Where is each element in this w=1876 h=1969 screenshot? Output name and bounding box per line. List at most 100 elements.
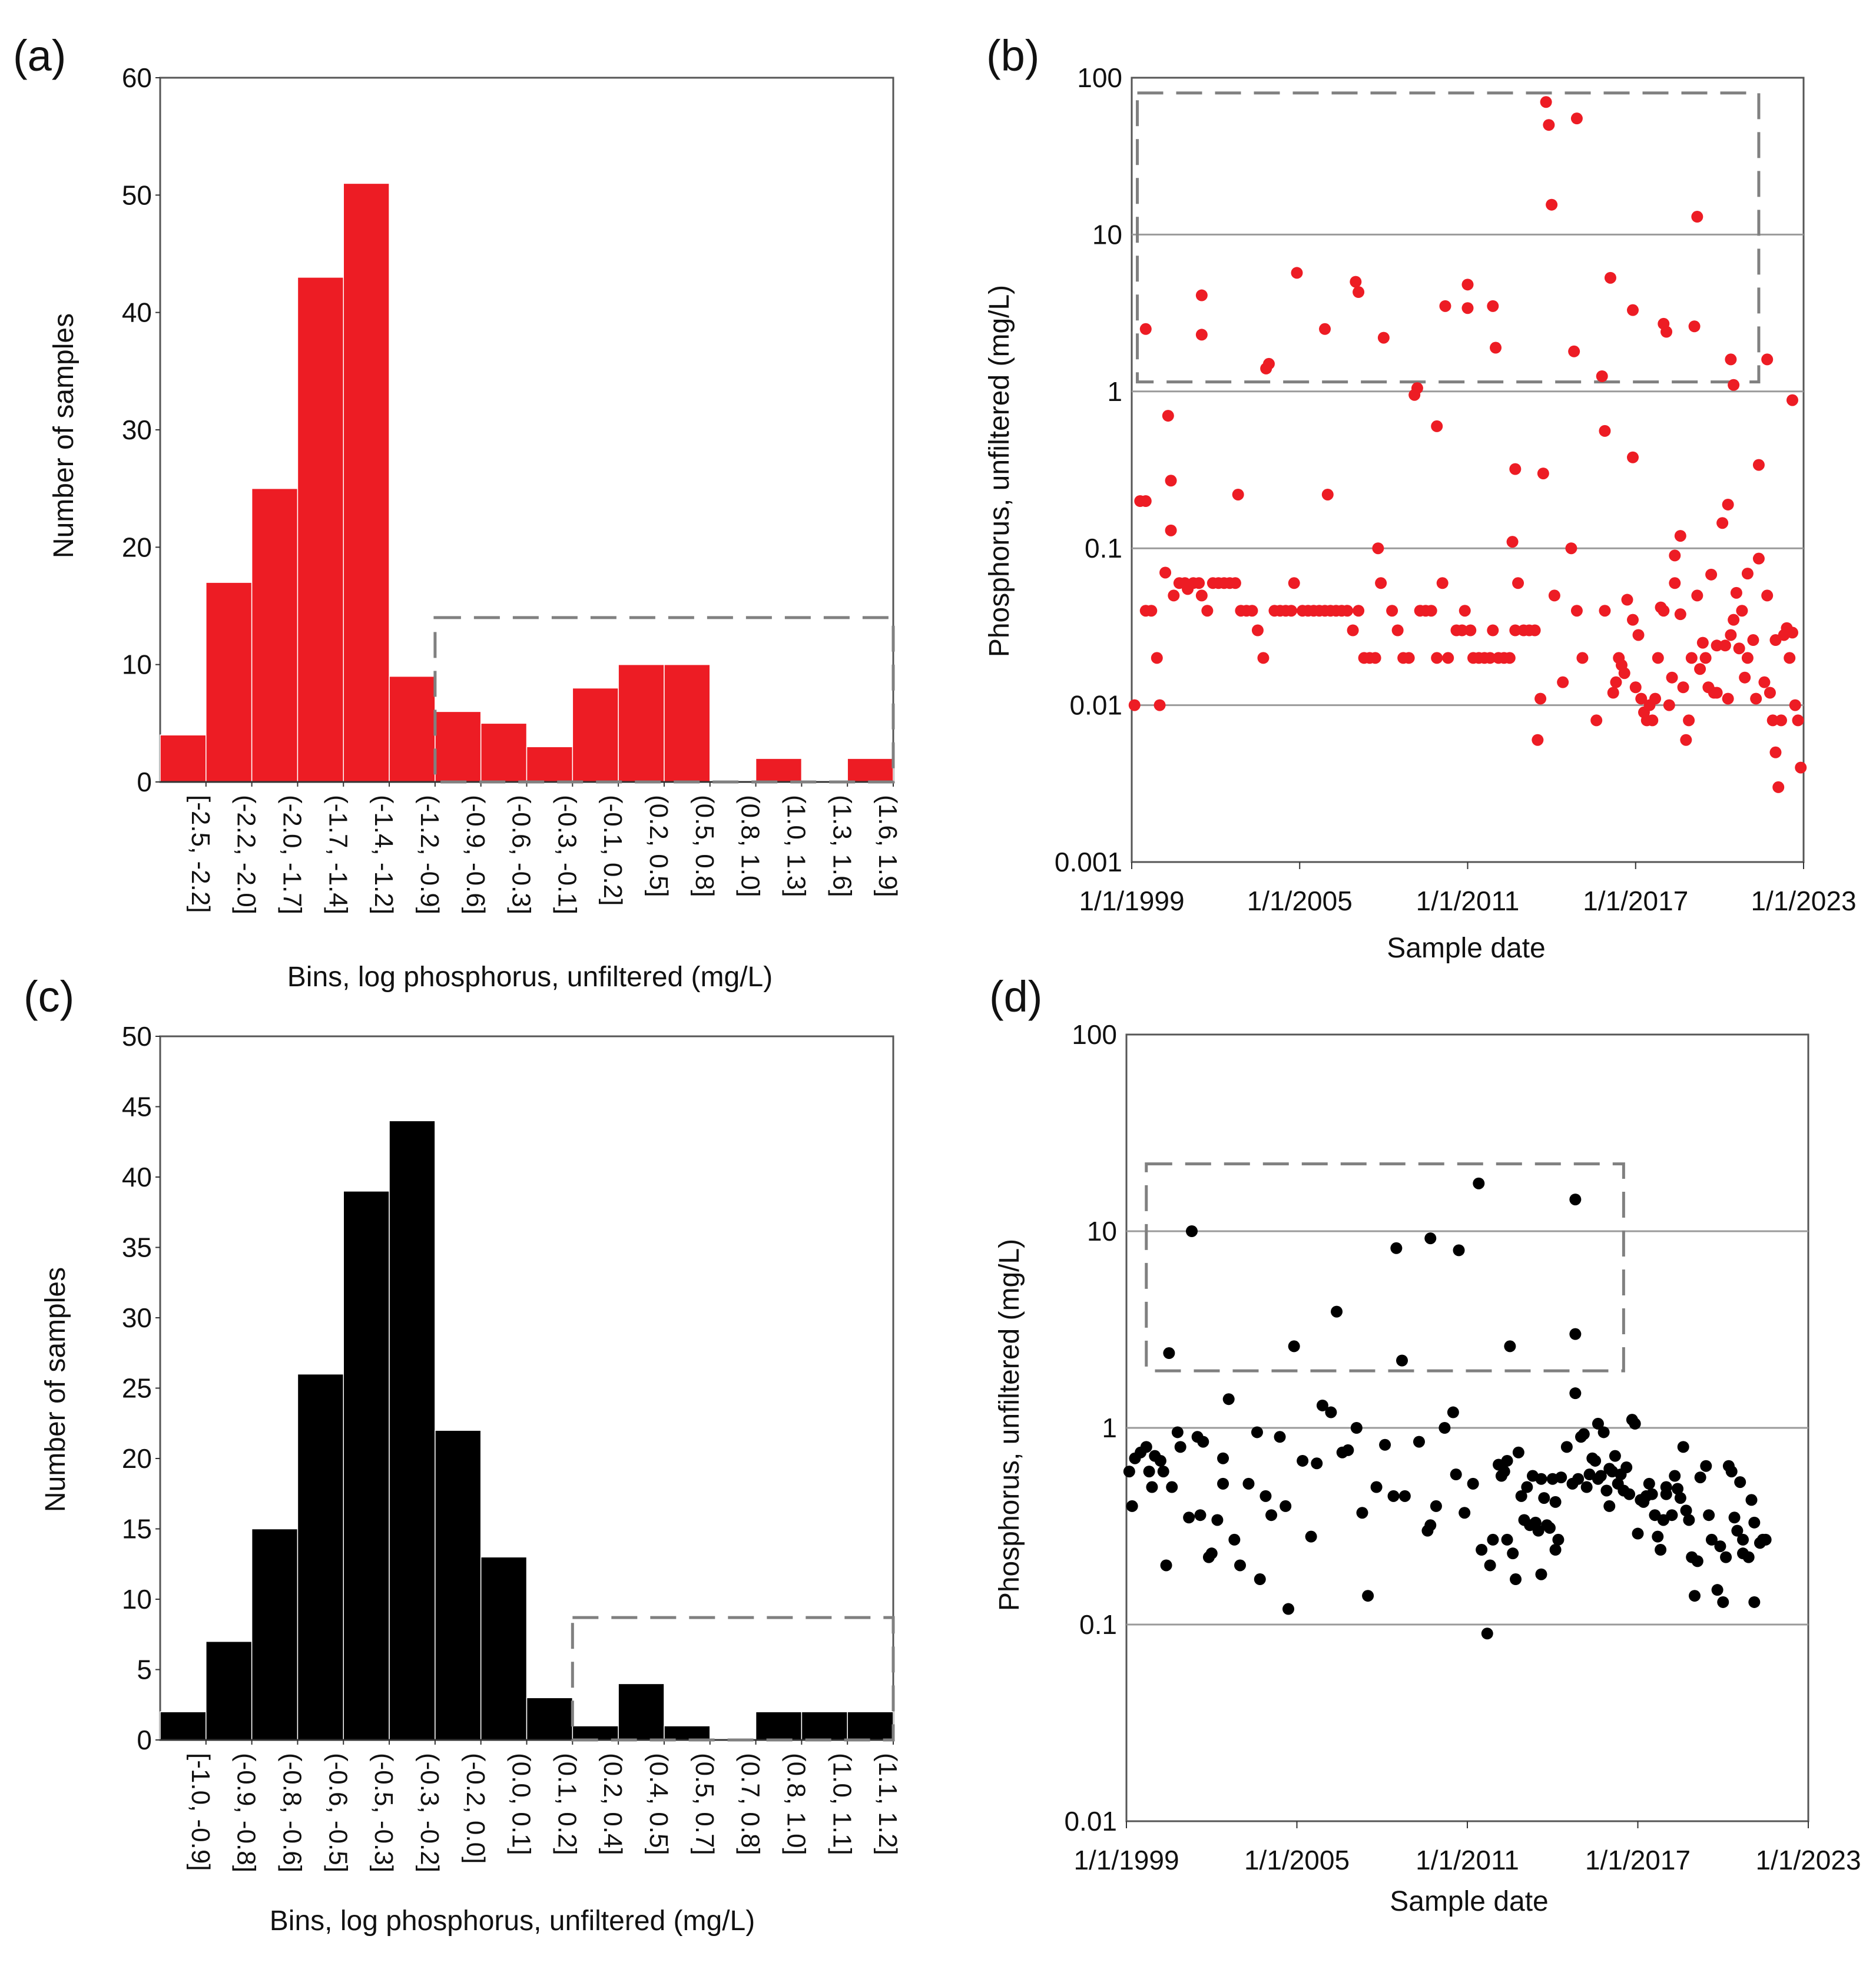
plot-frame bbox=[1131, 77, 1805, 863]
data-point bbox=[1228, 1533, 1241, 1546]
data-point bbox=[1632, 629, 1645, 641]
x-category-label: (0.0, 0.1] bbox=[507, 1753, 536, 1855]
y-tick-label: 50 bbox=[122, 180, 152, 210]
data-point bbox=[1259, 1490, 1272, 1502]
data-point bbox=[1589, 1454, 1602, 1467]
data-point bbox=[1646, 1488, 1658, 1500]
panel-c-label: (c) bbox=[24, 972, 74, 1021]
data-point bbox=[1694, 1471, 1706, 1484]
y-tick-label: 50 bbox=[122, 1021, 152, 1052]
data-point bbox=[1572, 1473, 1585, 1485]
data-point bbox=[1609, 1450, 1621, 1462]
data-point bbox=[1442, 652, 1454, 664]
data-point bbox=[1370, 1481, 1383, 1493]
bar-0 bbox=[160, 1711, 207, 1741]
y-tick-label: 30 bbox=[122, 415, 152, 445]
bar-0 bbox=[160, 734, 207, 783]
data-point bbox=[1140, 1441, 1152, 1453]
bar-9 bbox=[572, 687, 619, 783]
data-point bbox=[1391, 624, 1404, 637]
data-point bbox=[1195, 289, 1208, 301]
y-tick-label: 0 bbox=[137, 767, 152, 797]
data-point bbox=[1610, 676, 1622, 688]
data-point bbox=[1674, 530, 1686, 542]
x-category-label: (0.5, 0.7] bbox=[690, 1753, 719, 1855]
x-category-label: (0.2, 0.4] bbox=[598, 1753, 627, 1855]
data-point bbox=[1459, 605, 1471, 617]
data-point bbox=[1128, 699, 1141, 711]
data-point bbox=[1643, 1477, 1655, 1490]
x-category-label: (-2.2, -2.0] bbox=[232, 795, 261, 914]
data-point bbox=[1356, 1507, 1368, 1519]
data-point bbox=[1319, 323, 1331, 335]
bar-11 bbox=[664, 664, 711, 783]
data-point bbox=[1512, 1446, 1524, 1458]
data-point bbox=[1546, 198, 1558, 211]
data-point bbox=[1251, 1426, 1263, 1438]
data-point bbox=[1325, 1406, 1337, 1418]
data-point bbox=[1386, 605, 1398, 617]
data-point bbox=[1734, 1476, 1746, 1489]
data-point bbox=[1436, 577, 1449, 589]
data-point bbox=[1660, 326, 1673, 338]
bar-2 bbox=[251, 488, 299, 783]
data-point bbox=[1733, 642, 1745, 655]
panel-a-xlabel: Bins, log phosphorus, unfiltered (mg/L) bbox=[287, 962, 773, 993]
panel-b-label: (b) bbox=[986, 31, 1039, 80]
data-point bbox=[1424, 1232, 1437, 1245]
data-point bbox=[1165, 475, 1177, 487]
bar-11 bbox=[664, 1725, 711, 1741]
data-point bbox=[1592, 1417, 1604, 1430]
data-point bbox=[1537, 468, 1549, 480]
data-point bbox=[1792, 714, 1804, 727]
data-point bbox=[1311, 1457, 1323, 1470]
data-point bbox=[1620, 1461, 1633, 1474]
data-point bbox=[1154, 699, 1166, 711]
data-point bbox=[1362, 1590, 1374, 1602]
bar-14 bbox=[801, 1711, 848, 1741]
data-point bbox=[1515, 1490, 1527, 1502]
data-point bbox=[1341, 605, 1354, 617]
data-point bbox=[1487, 624, 1499, 637]
data-point bbox=[1568, 345, 1580, 357]
data-point bbox=[1217, 1452, 1229, 1464]
data-point bbox=[1672, 1483, 1684, 1495]
data-point bbox=[1431, 420, 1443, 432]
highlight-box bbox=[1136, 91, 1761, 384]
x-category-label: (-1.7, -1.4] bbox=[323, 795, 352, 914]
bar-3 bbox=[297, 1373, 344, 1741]
y-tick-label: 10 bbox=[1087, 1216, 1117, 1247]
data-point bbox=[1456, 624, 1468, 637]
data-point bbox=[1162, 410, 1174, 422]
data-point bbox=[1543, 1522, 1556, 1534]
bar-6 bbox=[435, 1430, 482, 1741]
data-point bbox=[1377, 332, 1390, 344]
y-tick-label: 1 bbox=[1102, 1413, 1117, 1443]
data-point bbox=[1532, 734, 1544, 746]
x-tick-label: 1/1/2023 bbox=[1751, 886, 1856, 916]
data-point bbox=[1464, 624, 1477, 637]
panel-b-plot: 0.001 0.01 0.1 1 10 100 1/1/1999 1/1/2005 1/1/20… bbox=[1055, 62, 1857, 916]
panel-a-ylabel: Number of samples bbox=[48, 313, 79, 558]
x-category-label: (-0.9, -0.8] bbox=[232, 1753, 261, 1872]
data-point bbox=[1741, 652, 1754, 664]
data-point bbox=[1683, 714, 1695, 727]
data-point bbox=[1711, 639, 1723, 652]
x-category-label: (1.1, 1.2] bbox=[873, 1753, 902, 1855]
data-point bbox=[1747, 634, 1759, 647]
data-point bbox=[1139, 323, 1152, 335]
data-point bbox=[1632, 1527, 1644, 1540]
data-point bbox=[1347, 624, 1359, 637]
data-point bbox=[1618, 667, 1630, 679]
data-point bbox=[1599, 605, 1611, 617]
data-point bbox=[1501, 1454, 1513, 1467]
data-point bbox=[1761, 353, 1774, 366]
data-point bbox=[1629, 1417, 1641, 1430]
data-point bbox=[1285, 605, 1297, 617]
data-point bbox=[1626, 304, 1639, 316]
data-point bbox=[1745, 1494, 1758, 1506]
bar-1 bbox=[206, 1640, 253, 1741]
data-point bbox=[1731, 1524, 1744, 1537]
data-point bbox=[1649, 692, 1662, 705]
